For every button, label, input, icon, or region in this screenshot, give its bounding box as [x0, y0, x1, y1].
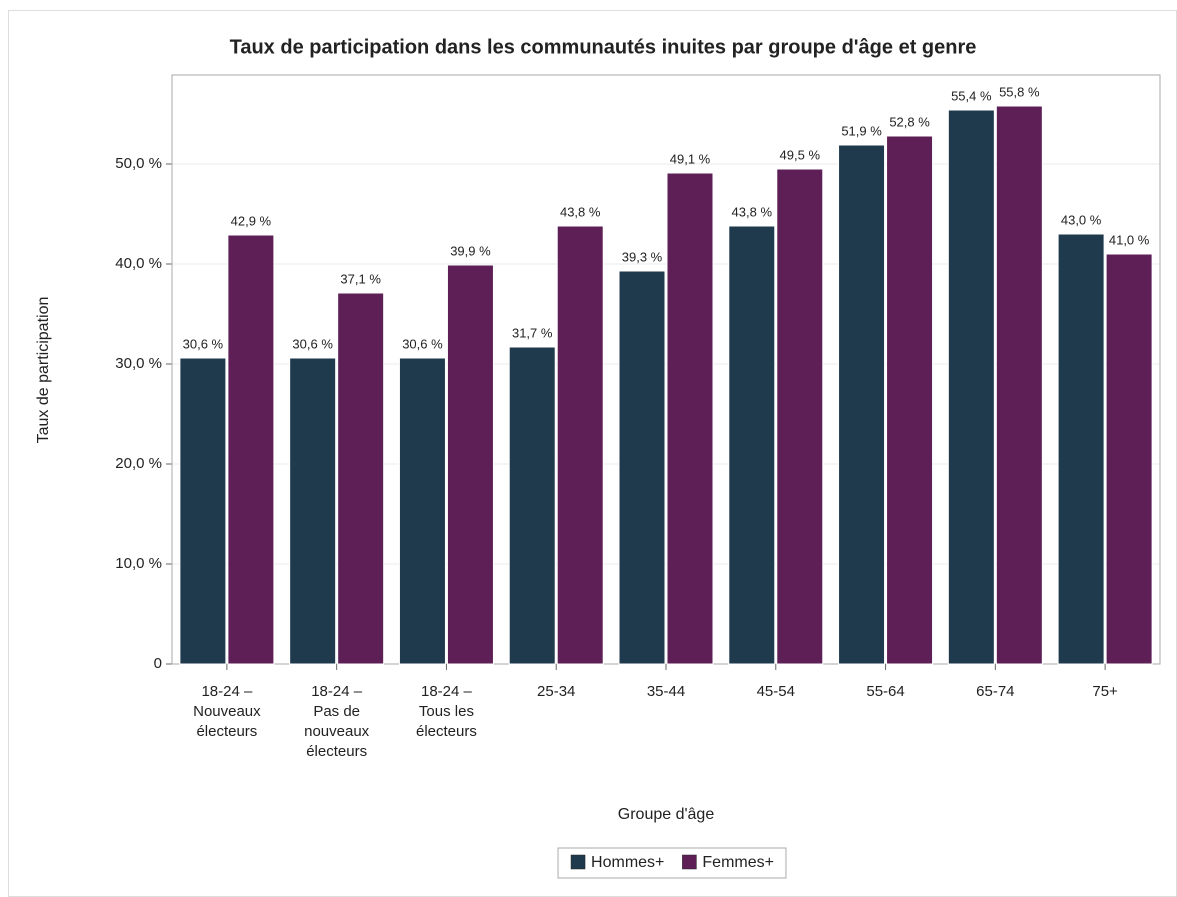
bar: [508, 346, 556, 665]
bar: [337, 292, 385, 665]
x-tick-label: électeurs: [306, 743, 367, 760]
bar: [886, 135, 934, 665]
legend: [557, 847, 787, 879]
legend-label: Hommes+: [591, 854, 664, 871]
value-label: 30,6 %: [183, 336, 224, 351]
value-label: 42,9 %: [231, 213, 272, 228]
y-tick-label: 40,0 %: [115, 255, 162, 272]
x-tick-label: 18-24 –: [421, 683, 473, 700]
bar: [446, 264, 494, 665]
bar: [618, 270, 666, 665]
value-label: 43,8 %: [732, 204, 773, 219]
bar: [666, 172, 714, 665]
x-tick-label: 75+: [1092, 683, 1118, 700]
x-tick-label: 25-34: [537, 683, 575, 700]
y-tick-label: 0: [154, 655, 162, 672]
bar: [398, 357, 446, 665]
y-tick-label: 50,0 %: [115, 155, 162, 172]
bar: [1105, 253, 1153, 665]
x-tick-label: 18-24 –: [201, 683, 253, 700]
value-label: 30,6 %: [292, 336, 333, 351]
x-tick-label: Nouveaux: [193, 703, 261, 720]
x-tick-label: 18-24 –: [311, 683, 363, 700]
x-tick-label: nouveaux: [304, 723, 370, 740]
legend-swatch: [682, 854, 697, 870]
x-tick-label: 45-54: [757, 683, 795, 700]
value-label: 30,6 %: [402, 336, 443, 351]
x-axis-label: Groupe d'âge: [618, 806, 715, 823]
bar: [947, 109, 995, 665]
bar: [179, 357, 227, 665]
value-label: 37,1 %: [340, 271, 381, 286]
x-tick-label: Pas de: [313, 703, 360, 720]
bar: [728, 225, 776, 665]
value-label: 43,8 %: [560, 204, 601, 219]
x-tick-label: 55-64: [866, 683, 904, 700]
bar: [995, 105, 1043, 665]
bar: [289, 357, 337, 665]
y-tick-label: 20,0 %: [115, 455, 162, 472]
value-label: 49,1 %: [670, 151, 711, 166]
x-tick-label: électeurs: [416, 723, 477, 740]
legend-label: Femmes+: [702, 854, 774, 871]
y-tick-label: 30,0 %: [115, 355, 162, 372]
value-label: 55,8 %: [999, 84, 1040, 99]
x-tick-label: Tous les: [419, 703, 474, 720]
bar: [227, 234, 275, 665]
x-tick-label: 35-44: [647, 683, 685, 700]
value-label: 49,5 %: [780, 147, 821, 162]
legend-swatch: [570, 854, 586, 870]
value-label: 52,8 %: [889, 114, 930, 129]
bar: [838, 144, 886, 665]
chart-title: Taux de participation dans les communaut…: [230, 36, 977, 58]
value-label: 55,4 %: [951, 88, 992, 103]
bar: [556, 225, 604, 665]
value-label: 43,0 %: [1061, 212, 1102, 227]
bar: [1057, 233, 1105, 665]
y-tick-label: 10,0 %: [115, 555, 162, 572]
bar: [776, 168, 824, 665]
value-label: 31,7 %: [512, 325, 553, 340]
value-label: 39,9 %: [450, 243, 491, 258]
value-label: 39,3 %: [622, 249, 663, 264]
x-tick-label: 65-74: [976, 683, 1014, 700]
value-label: 51,9 %: [841, 123, 882, 138]
x-tick-label: électeurs: [196, 723, 257, 740]
y-axis-label: Taux de participation: [35, 297, 52, 444]
value-label: 41,0 %: [1109, 232, 1150, 247]
